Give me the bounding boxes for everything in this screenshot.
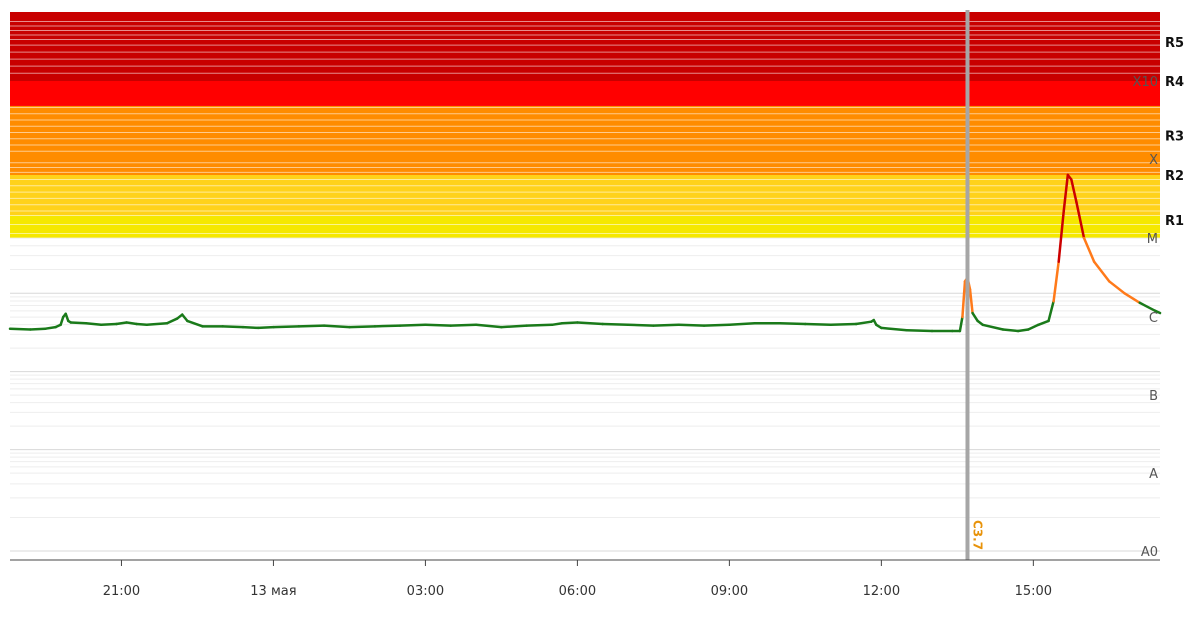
series-segment — [64, 312, 70, 323]
zone-band-1 — [10, 175, 1160, 216]
flare-marker-label: C3.7 — [970, 520, 984, 550]
series-segment — [804, 322, 832, 327]
axes: 21:00 13 мая 03:00 06:00 09:00 12:00 15:00 A0 A B… — [10, 36, 1184, 599]
series-segment — [272, 325, 301, 329]
x-tick-label: 12:00 — [863, 584, 900, 599]
r-scale-label: R4 — [1165, 75, 1184, 90]
series-segment — [626, 323, 655, 327]
series-segment — [1001, 328, 1020, 333]
series-segment — [652, 323, 680, 327]
series-segment — [1138, 301, 1157, 312]
x-tick-label: 06:00 — [559, 584, 596, 599]
class-label: C — [1149, 311, 1158, 326]
x-tick-label: 09:00 — [711, 584, 748, 599]
series-segment — [560, 321, 579, 325]
series-segment — [165, 317, 179, 325]
series-segment — [99, 322, 118, 327]
series-segment — [44, 325, 57, 330]
x-tick-label: 15:00 — [1015, 584, 1052, 599]
r-scale-label: R1 — [1165, 214, 1184, 229]
series-segment — [1070, 178, 1078, 204]
series-segment — [854, 320, 873, 326]
series-segment — [115, 321, 128, 326]
series-segment — [145, 321, 169, 327]
series-segment — [958, 315, 964, 333]
series-segment — [449, 323, 478, 327]
series-segment — [8, 327, 32, 331]
series-segment — [1016, 328, 1030, 333]
r-scale-label: R2 — [1165, 169, 1184, 184]
series-segment — [778, 321, 807, 326]
series-segment — [1027, 323, 1040, 331]
x-tick-label: 03:00 — [407, 584, 444, 599]
series-segment — [971, 311, 979, 323]
series-segment — [180, 313, 189, 323]
flux-series — [8, 173, 1162, 333]
series-segment — [221, 325, 245, 329]
series-segment — [1108, 280, 1126, 295]
series-segment — [373, 324, 402, 328]
series-segment — [1052, 260, 1060, 303]
x-tick-label: 21:00 — [103, 584, 140, 599]
r-scale-label: R5 — [1165, 36, 1184, 51]
series-segment — [398, 323, 427, 327]
x-tick-label: 13 мая — [250, 584, 296, 599]
series-segment — [1092, 260, 1111, 283]
series-segment — [29, 327, 47, 331]
series-segment — [474, 323, 503, 329]
flare-zones — [10, 12, 1160, 238]
series-segment — [297, 324, 326, 328]
series-segment — [677, 323, 706, 327]
series-segment — [702, 323, 731, 327]
class-label: A — [1149, 467, 1158, 482]
series-segment — [550, 321, 564, 327]
class-label: X10 — [1133, 75, 1158, 90]
series-segment — [500, 324, 528, 329]
series-segment — [829, 322, 858, 327]
series-segment — [1062, 173, 1070, 213]
series-segment — [1075, 200, 1086, 240]
class-label: X — [1149, 153, 1158, 168]
zone-band-0 — [10, 215, 1160, 238]
series-segment — [59, 315, 65, 327]
series-segment — [348, 325, 377, 329]
class-label: M — [1147, 232, 1158, 247]
series-segment — [525, 323, 554, 327]
series-segment — [125, 321, 138, 326]
series-segment — [424, 323, 452, 327]
zone-band-4 — [10, 81, 1160, 106]
series-segment — [905, 329, 934, 333]
class-label: B — [1149, 389, 1158, 404]
class-label: A0 — [1141, 545, 1158, 560]
series-segment — [256, 325, 275, 330]
series-segment — [1082, 236, 1096, 263]
series-segment — [1123, 292, 1141, 305]
series-segment — [1057, 209, 1065, 263]
series-segment — [601, 322, 630, 327]
series-segment — [69, 321, 88, 325]
series-segment — [728, 321, 756, 327]
series-segment — [322, 324, 351, 329]
series-segment — [135, 322, 149, 327]
grid-lines — [10, 237, 1160, 552]
r-scale-label: R3 — [1165, 130, 1184, 145]
series-segment — [1047, 299, 1055, 323]
series-segment — [84, 321, 103, 327]
series-segment — [968, 288, 974, 315]
zone-band-5 — [10, 12, 1160, 81]
flare-marker: C3.7 — [965, 10, 984, 560]
series-segment — [186, 319, 204, 328]
series-segment — [1037, 319, 1050, 327]
series-segment — [241, 325, 260, 330]
series-segment — [880, 326, 908, 332]
series-segment — [961, 280, 967, 319]
series-segment — [576, 321, 604, 326]
series-segment — [1153, 309, 1162, 315]
series-segment — [981, 323, 1005, 331]
